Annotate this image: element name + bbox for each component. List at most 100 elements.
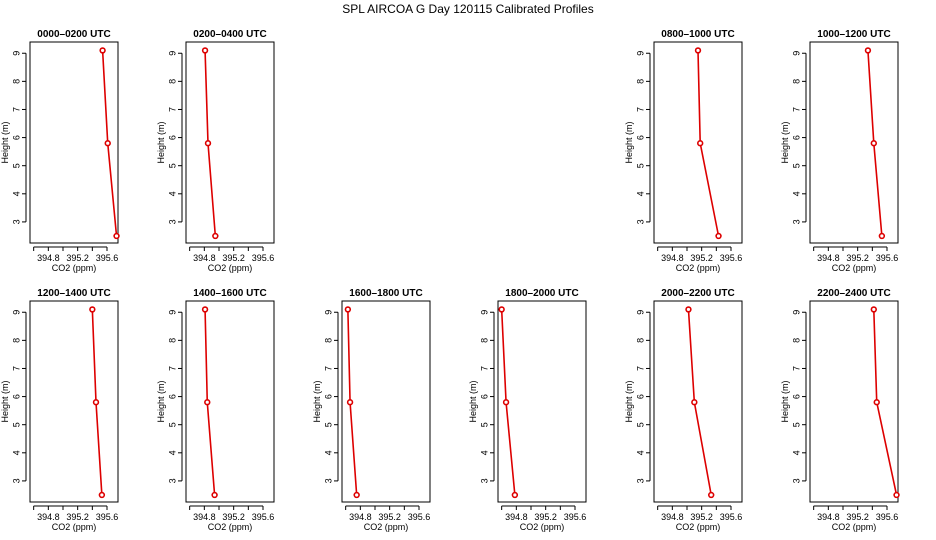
y-axis-label: Height (m) [624, 121, 634, 163]
profile-point [864, 47, 872, 54]
y-tick-label: 7 [635, 366, 645, 371]
x-tick-label: 394.8 [661, 253, 684, 263]
y-tick-label: 4 [635, 191, 645, 196]
profile-point [113, 232, 120, 240]
y-tick-label: 5 [635, 163, 645, 168]
y-tick-label: 5 [11, 163, 21, 168]
y-tick-label: 4 [635, 450, 645, 455]
y-axis-label: Height (m) [780, 380, 790, 422]
y-tick-label: 7 [791, 107, 801, 112]
profile-point [211, 491, 218, 499]
panel-title: 2200–2400 UTC [817, 288, 890, 299]
plot-frame [809, 41, 899, 244]
y-tick-label: 4 [167, 191, 177, 196]
y-tick-label: 6 [635, 135, 645, 140]
x-tick-label: 395.6 [720, 512, 743, 522]
y-tick-label: 5 [167, 422, 177, 427]
y-tick-label: 6 [791, 394, 801, 399]
panel-title: 1200–1400 UTC [37, 288, 110, 299]
y-tick-label: 4 [791, 450, 801, 455]
y-tick-label: 3 [635, 219, 645, 224]
y-tick-label: 3 [791, 478, 801, 483]
y-tick-label: 8 [167, 338, 177, 343]
profile-point [92, 399, 100, 406]
x-tick-label: 395.2 [66, 512, 89, 522]
y-tick-label: 3 [635, 478, 645, 483]
y-tick-label: 6 [11, 394, 21, 399]
x-tick-label: 395.6 [252, 253, 275, 263]
y-tick-label: 9 [635, 51, 645, 56]
plot-frame [653, 300, 743, 503]
y-tick-label: 6 [635, 394, 645, 399]
figure-title: SPL AIRCOA G Day 120115 Calibrated Profi… [342, 2, 593, 16]
y-tick-label: 4 [323, 450, 333, 455]
y-axis-label: Height (m) [468, 380, 478, 422]
y-tick-label: 5 [479, 422, 489, 427]
panel-title: 0800–1000 UTC [661, 29, 734, 40]
x-tick-label: 394.8 [817, 253, 840, 263]
profile-point [201, 47, 209, 54]
x-tick-label: 394.8 [349, 512, 372, 522]
profile-point [201, 306, 209, 313]
x-tick-label: 395.2 [222, 512, 245, 522]
y-tick-label: 7 [323, 366, 333, 371]
x-axis-label: CO2 (ppm) [676, 522, 721, 532]
y-tick-label: 7 [11, 366, 21, 371]
x-tick-label: 394.8 [505, 512, 528, 522]
plot-frame [653, 41, 743, 244]
plot-frame [29, 300, 119, 503]
profile-point [873, 399, 880, 406]
y-tick-label: 4 [11, 191, 21, 196]
y-tick-label: 3 [791, 219, 801, 224]
y-tick-label: 9 [479, 310, 489, 315]
y-tick-label: 7 [11, 107, 21, 112]
x-tick-label: 395.2 [378, 512, 401, 522]
profile-point [715, 232, 722, 240]
profile-point [98, 491, 106, 499]
x-tick-label: 394.8 [37, 512, 60, 522]
x-axis-label: CO2 (ppm) [52, 522, 97, 532]
profile-point [204, 399, 211, 406]
plot-frame [185, 41, 275, 244]
x-tick-label: 395.2 [690, 253, 713, 263]
x-axis-label: CO2 (ppm) [52, 263, 97, 273]
y-tick-label: 8 [635, 79, 645, 84]
y-tick-label: 8 [791, 79, 801, 84]
y-axis-label: Height (m) [156, 121, 166, 163]
x-tick-label: 395.2 [846, 253, 869, 263]
y-axis-label: Height (m) [0, 380, 10, 422]
plot-frame [809, 300, 899, 503]
y-tick-label: 9 [791, 51, 801, 56]
plot-frame [29, 41, 119, 244]
profile-point [893, 491, 900, 499]
y-tick-label: 3 [479, 478, 489, 483]
profile-point [870, 306, 877, 313]
profile-point [353, 491, 360, 499]
x-tick-label: 394.8 [37, 253, 60, 263]
y-tick-label: 7 [791, 366, 801, 371]
y-axis-label: Height (m) [156, 380, 166, 422]
x-tick-label: 394.8 [661, 512, 684, 522]
profile-point [498, 306, 505, 313]
profile-point [511, 491, 519, 499]
plot-frame [497, 300, 587, 503]
profile-point [104, 140, 111, 147]
x-tick-label: 395.6 [96, 512, 119, 522]
y-tick-label: 8 [323, 338, 333, 343]
x-tick-label: 395.2 [222, 253, 245, 263]
y-tick-label: 7 [479, 366, 489, 371]
x-tick-label: 394.8 [193, 253, 216, 263]
x-tick-label: 395.6 [96, 253, 119, 263]
x-axis-label: CO2 (ppm) [208, 522, 253, 532]
y-axis-label: Height (m) [0, 121, 10, 163]
y-tick-label: 9 [167, 310, 177, 315]
y-tick-label: 3 [11, 219, 21, 224]
y-tick-label: 3 [11, 478, 21, 483]
profile-point [685, 306, 692, 313]
y-tick-label: 6 [479, 394, 489, 399]
